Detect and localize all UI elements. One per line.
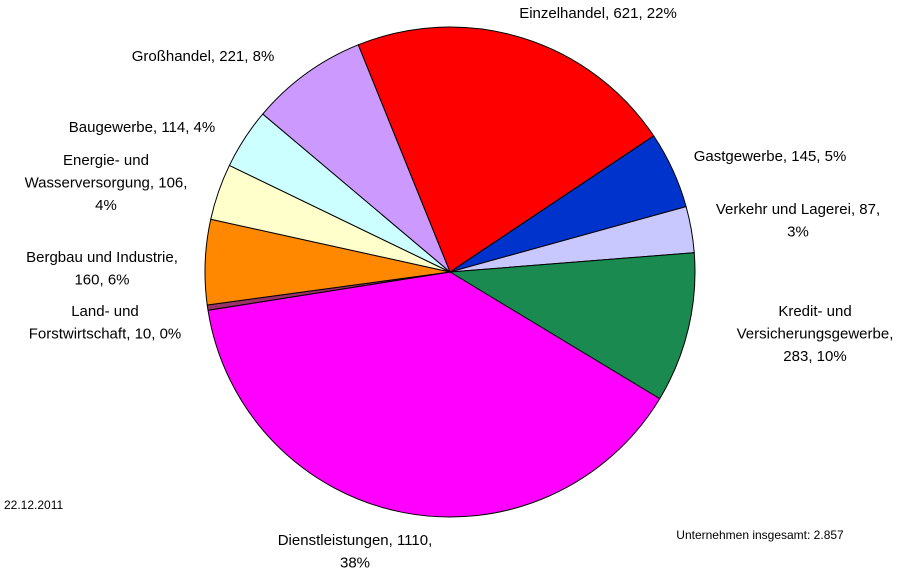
slice-label: Versicherungsgewerbe, bbox=[737, 325, 894, 342]
slice-label: 283, 10% bbox=[783, 348, 846, 365]
slice-label: Energie- und bbox=[63, 152, 149, 169]
slice-label: Baugewerbe, 114, 4% bbox=[69, 119, 216, 136]
slice-label: 3% bbox=[787, 223, 809, 240]
slice-label: Bergbau und Industrie, bbox=[26, 249, 178, 266]
slice-label: Verkehr und Lagerei, 87, bbox=[716, 201, 880, 218]
pie-slice bbox=[207, 271, 661, 518]
slice-label: 4% bbox=[95, 197, 117, 214]
slice-label: 160, 6% bbox=[74, 271, 129, 288]
total-note: Unternehmen insgesamt: 2.857 bbox=[676, 528, 844, 542]
slice-label: Dienstleistungen, 1110, bbox=[278, 532, 433, 549]
date: 22.12.2011 bbox=[4, 498, 63, 512]
pie-slice bbox=[448, 252, 696, 400]
slice-label: Kredit- und bbox=[778, 303, 851, 320]
slice-label: Einzelhandel, 621, 22% bbox=[519, 5, 677, 22]
pie-slice bbox=[357, 26, 655, 273]
slice-label: Land- und bbox=[71, 303, 139, 320]
slice-label: 38% bbox=[340, 554, 370, 571]
slice-label: Wasserversorgung, 106, bbox=[25, 174, 188, 191]
pie-slice bbox=[262, 44, 451, 273]
slice-label: Gastgewerbe, 145, 5% bbox=[694, 148, 847, 165]
slice-label: Großhandel, 221, 8% bbox=[132, 48, 275, 65]
slice-label: Forstwirtschaft, 10, 0% bbox=[29, 325, 182, 342]
